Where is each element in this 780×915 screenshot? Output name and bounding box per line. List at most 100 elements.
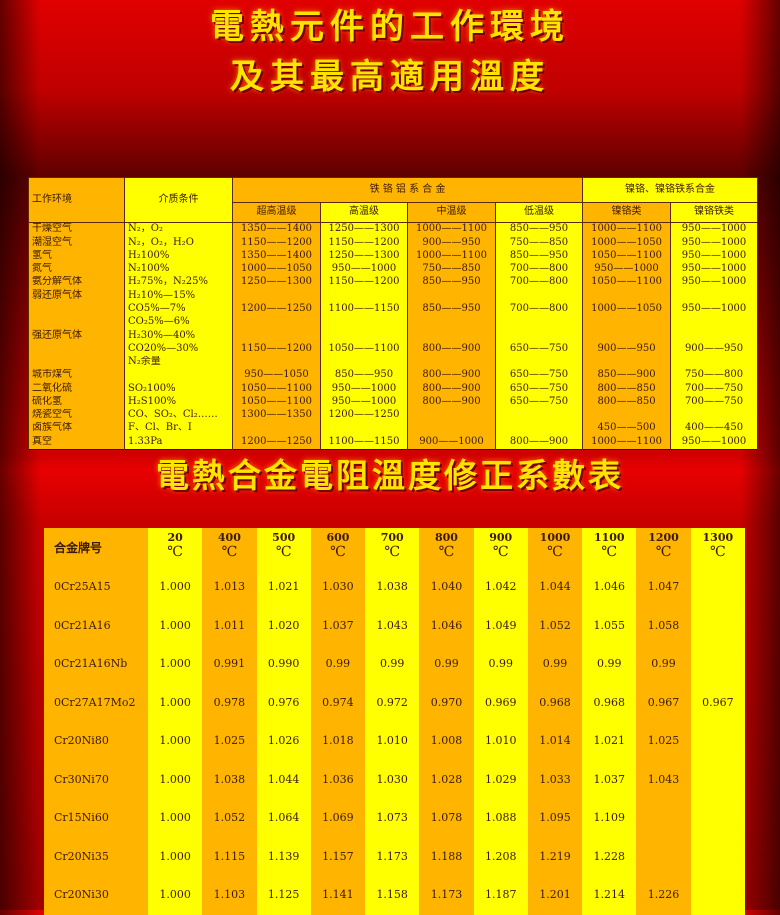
table-row: 强还原气体 H₂30%—40% (28, 329, 759, 343)
temperature-range-cell (494, 408, 584, 423)
header-temp-900: 900 ℃ (473, 528, 528, 568)
coefficient-cell: 1.103 (202, 876, 257, 915)
coefficient-cell: 1.115 (202, 837, 257, 876)
coefficient-cell: 1.010 (365, 722, 420, 761)
header-temp-600: 600 ℃ (310, 528, 366, 568)
coefficient-cell: 1.228 (582, 837, 637, 876)
table-row: 烧瓷空气 CO、SO₂、Cl₂…… 1300——1350 1200——1250 (28, 408, 759, 423)
environment-cell: 硫化氢 (28, 395, 125, 409)
temperature-range-cell: 900——950 (407, 236, 496, 250)
coefficient-cell: 1.157 (310, 837, 366, 876)
temperature-range-cell (320, 289, 408, 303)
coefficient-cell: 0.976 (256, 683, 311, 722)
medium-cell: N₂余量 (124, 355, 233, 370)
temperature-range-cell (670, 408, 759, 423)
coefficient-cell: 1.069 (310, 799, 366, 838)
coefficient-cell: 1.008 (419, 722, 474, 761)
medium-cell (124, 369, 233, 383)
coefficient-cell: 1.173 (365, 837, 420, 876)
coefficient-cell (636, 837, 691, 876)
temperature-range-cell (407, 408, 496, 423)
medium-cell: N₂，O₂，H₂O (124, 236, 233, 250)
medium-cell: CO20%—30% (124, 342, 233, 356)
coefficient-cell: 1.000 (148, 722, 203, 761)
temperature-range-cell: 1250——1300 (320, 249, 408, 263)
temperature-range-cell (582, 355, 672, 370)
temperature-range-cell (494, 355, 584, 370)
temperature-range-cell: 1200——1250 (232, 302, 321, 316)
table-row: 卤族气体 F、Cl、Br、I 450——500 400——450 (28, 422, 759, 436)
alloy-name: Cr30Ni70 (44, 760, 148, 799)
table-row: 潮湿空气 N₂，O₂，H₂O 1150——1200 1150——1200 900——95… (28, 236, 759, 250)
environment-cell (28, 342, 125, 356)
temperature-range-cell: 950——1000 (670, 249, 759, 263)
temperature-range-cell (582, 329, 672, 343)
temperature-range-cell: 1350——1400 (232, 222, 321, 237)
coefficient-cell: 1.219 (527, 837, 583, 876)
coefficient-cell: 1.043 (636, 760, 691, 799)
temperature-range-cell: 1050——1100 (582, 276, 672, 290)
coefficient-cell: 1.042 (473, 568, 528, 607)
temperature-range-cell (670, 315, 759, 330)
temperature-range-cell: 650——750 (494, 382, 584, 396)
medium-cell: SO₂100% (124, 382, 233, 396)
coefficient-cell: 1.000 (148, 568, 203, 607)
table-row: 硫化氢 H₂S100% 1050——1100 950——1000 800——900 650… (28, 395, 759, 409)
coefficient-cell: 1.141 (310, 876, 366, 915)
coefficient-cell: 1.028 (419, 760, 474, 799)
temperature-range-cell: 650——750 (494, 342, 584, 356)
coefficient-cell: 1.201 (527, 876, 583, 915)
temperature-range-cell: 1000——1100 (582, 222, 672, 237)
coefficient-cell (690, 837, 745, 876)
coefficient-cell: 1.088 (473, 799, 528, 838)
temperature-range-cell (582, 408, 672, 423)
temperature-range-cell: 850——950 (407, 276, 496, 290)
temperature-range-cell (407, 315, 496, 330)
temperature-range-cell: 700——800 (494, 302, 584, 316)
coefficient-cell: 1.037 (310, 606, 366, 645)
coefficient-cell: 1.000 (148, 760, 203, 799)
table-row: 0Cr27A17Mo2 1.000 0.978 0.976 0.974 0.972 0.97… (44, 683, 745, 722)
temperature-range-cell (670, 355, 759, 370)
table-row: 0Cr25A15 1.000 1.013 1.021 1.030 1.038 1.040 1.… (44, 568, 745, 607)
coefficient-cell: 1.030 (365, 760, 420, 799)
temperature-range-cell: 700——800 (494, 262, 584, 277)
environment-cell (28, 302, 125, 316)
table-row: 0Cr21A16Nb 1.000 0.991 0.990 0.99 0.99 0.99 0.9… (44, 645, 745, 684)
environment-cell: 强还原气体 (28, 329, 125, 343)
temperature-range-cell (582, 315, 672, 330)
coefficient-cell: 0.99 (365, 645, 420, 684)
temperature-range-cell: 850——950 (407, 302, 496, 316)
coefficient-cell: 1.000 (148, 837, 203, 876)
coefficient-cell: 0.991 (202, 645, 257, 684)
temperature-range-cell (407, 329, 496, 343)
temperature-range-cell: 700——750 (670, 382, 759, 396)
temperature-range-cell: 1150——1200 (320, 236, 408, 250)
temperature-range-cell: 650——750 (494, 395, 584, 409)
temperature-range-cell: 950——1000 (582, 262, 672, 277)
coefficient-table-title: 電熱合金電阻溫度修正系數表 (156, 456, 624, 495)
coefficient-cell (690, 760, 745, 799)
temperature-range-cell: 1050——1100 (582, 249, 672, 263)
temperature-range-cell: 1000——1050 (582, 236, 672, 250)
coefficient-cell: 0.969 (473, 683, 528, 722)
temperature-range-cell: 800——850 (582, 382, 672, 396)
temp-value: 800 (434, 531, 458, 544)
alloy-name: Cr20Ni35 (44, 837, 148, 876)
coefficient-cell: 1.030 (310, 568, 366, 607)
coefficient-cell (690, 645, 745, 684)
temperature-range-cell: 1050——1100 (232, 395, 321, 409)
temperature-range-cell (232, 315, 321, 330)
alloy-name: Cr15Ni60 (44, 799, 148, 838)
temperature-range-cell: 850——950 (494, 249, 584, 263)
temperature-range-cell (494, 289, 584, 303)
coefficient-cell (690, 606, 745, 645)
coefficient-cell: 1.038 (202, 760, 257, 799)
coefficient-cell (690, 876, 745, 915)
temp-unit: ℃ (438, 544, 455, 560)
coefficient-cell: 0.978 (202, 683, 257, 722)
header-temp-20: 20 ℃ (148, 528, 203, 568)
coefficient-cell: 1.000 (148, 606, 203, 645)
coefficient-cell (636, 799, 691, 838)
table-row: 氨分解气体 H₂75%，N₂25% 1250——1300 1150——1200 850—… (28, 276, 759, 290)
